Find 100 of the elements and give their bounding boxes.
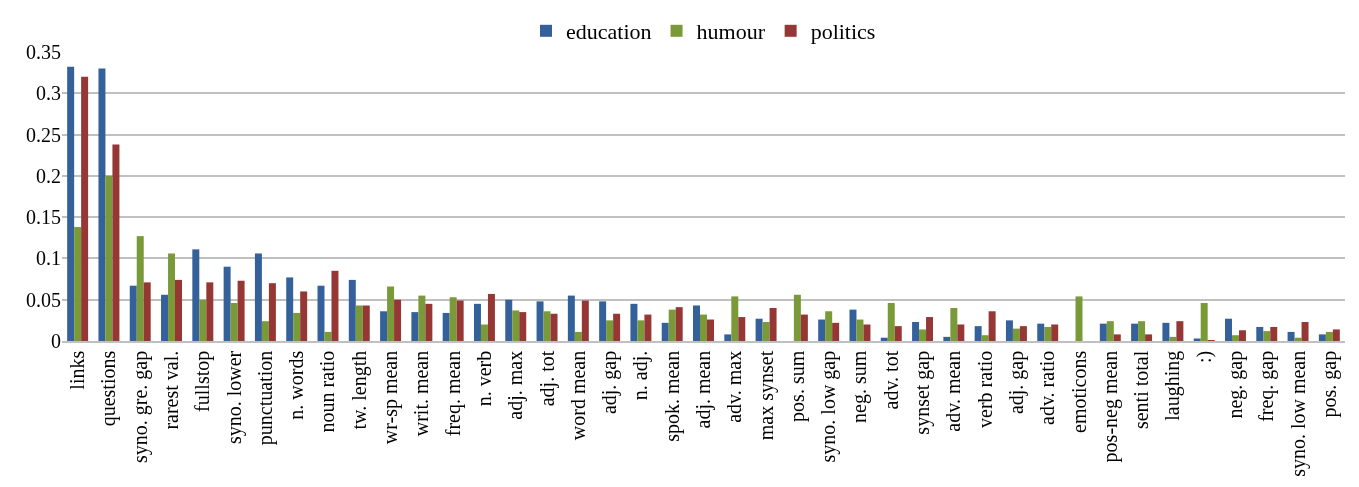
x-tick-label: tw. length xyxy=(347,350,371,430)
bar xyxy=(849,309,857,341)
bar xyxy=(1037,323,1045,341)
bar xyxy=(974,326,982,341)
x-tick-label: synset gap xyxy=(911,350,935,435)
bar xyxy=(300,291,308,341)
x-tick-label: n. words xyxy=(285,350,308,420)
x-tick-label: adv. max xyxy=(723,350,746,423)
x-tick-label: fullstop xyxy=(191,350,215,412)
legend-label: politics xyxy=(810,19,876,45)
bar xyxy=(988,311,996,341)
bar xyxy=(825,311,833,341)
bar xyxy=(473,303,481,341)
bar xyxy=(74,227,82,341)
bar xyxy=(1044,326,1052,341)
bar xyxy=(950,307,958,341)
bar xyxy=(668,309,676,341)
x-tick-label: neg. sum xyxy=(848,350,872,423)
bar xyxy=(348,279,356,341)
bar xyxy=(362,305,370,341)
bar xyxy=(919,329,927,341)
bar xyxy=(487,293,495,341)
bar xyxy=(442,312,450,341)
bar xyxy=(1138,321,1146,341)
bar xyxy=(519,312,527,341)
bar xyxy=(380,311,388,341)
bar xyxy=(731,296,739,341)
bar xyxy=(286,277,294,341)
bar xyxy=(912,322,920,341)
bar xyxy=(887,303,895,341)
bar xyxy=(1263,331,1271,341)
x-tick-label: :) xyxy=(1192,350,1216,363)
bar xyxy=(505,299,513,341)
x-tick-label: adj. gap xyxy=(598,350,622,415)
bar xyxy=(1256,326,1264,341)
bar xyxy=(1106,321,1114,341)
bar xyxy=(199,299,207,341)
bar xyxy=(863,324,871,341)
bar xyxy=(192,249,200,341)
bar xyxy=(425,303,433,341)
bar xyxy=(1325,331,1333,341)
bar xyxy=(1176,321,1184,341)
bar xyxy=(981,335,989,341)
bar xyxy=(581,300,589,341)
bar xyxy=(129,285,137,341)
bar xyxy=(700,314,707,341)
bar xyxy=(724,334,732,341)
bar xyxy=(355,305,363,341)
bar xyxy=(1169,336,1177,341)
bar xyxy=(449,297,457,341)
bar xyxy=(143,282,151,341)
bar xyxy=(1145,334,1153,341)
x-tick-label: wr-sp mean xyxy=(379,350,403,445)
bar xyxy=(324,331,332,341)
x-tick-label: max synset xyxy=(754,350,778,441)
bar xyxy=(1294,337,1302,341)
bar xyxy=(706,319,714,341)
y-tick-label: 0.25 xyxy=(26,123,61,146)
bar xyxy=(880,337,888,341)
x-tick-label: freq. mean xyxy=(441,350,465,437)
bar xyxy=(644,314,652,341)
x-tick-label: pos. sum xyxy=(785,350,809,422)
x-tick-label: syno. gre. gap xyxy=(128,350,152,463)
bar xyxy=(1005,320,1013,341)
x-tick-label: punctuation xyxy=(253,350,277,446)
bar xyxy=(168,253,176,341)
x-tick-label: verb ratio xyxy=(973,350,996,428)
bar xyxy=(599,301,607,341)
bar xyxy=(762,322,770,341)
x-tick-label: n. verb xyxy=(472,350,495,407)
x-tick-label: word mean xyxy=(566,350,589,441)
bar xyxy=(394,299,402,341)
bar xyxy=(793,294,801,341)
bar xyxy=(254,253,262,341)
bar xyxy=(769,307,777,341)
x-tick-label: syno. low mean xyxy=(1286,350,1310,477)
bar xyxy=(832,322,840,341)
bar xyxy=(237,280,245,341)
bar xyxy=(661,322,669,341)
legend-label: humour xyxy=(696,19,766,45)
x-tick-label: freq. gap xyxy=(1255,350,1279,422)
x-tick-label: emoticons xyxy=(1067,350,1090,433)
bar xyxy=(1231,335,1239,341)
x-tick-label: pos. gap xyxy=(1317,350,1341,418)
bar xyxy=(81,76,89,341)
bar xyxy=(293,312,301,341)
y-tick-label: 0 xyxy=(51,330,61,352)
x-tick-label: adj. mean xyxy=(692,350,715,429)
x-tick-label: rarest val. xyxy=(160,350,183,430)
bar xyxy=(613,313,621,341)
bar xyxy=(1318,334,1326,341)
x-tick-label: adj. tot xyxy=(535,350,559,407)
bar xyxy=(818,319,826,341)
bar xyxy=(105,175,113,341)
x-tick-label: senti total xyxy=(1130,350,1153,430)
bar xyxy=(1113,334,1121,341)
bar xyxy=(637,320,645,341)
x-tick-label: adj. gap xyxy=(1004,350,1028,415)
x-tick-label: links xyxy=(66,350,89,390)
x-tick-label: neg. gap xyxy=(1223,350,1247,419)
